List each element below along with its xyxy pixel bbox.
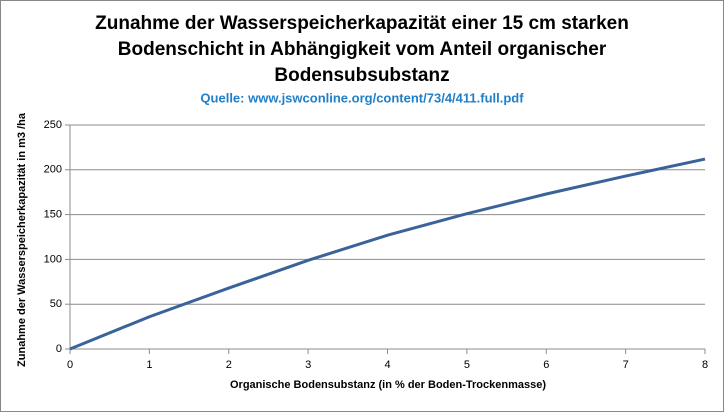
y-tick-label: 250: [44, 119, 62, 131]
x-tick-label: 1: [146, 359, 152, 371]
x-tick-label: 6: [543, 359, 549, 371]
x-tick-label: 0: [67, 359, 73, 371]
x-tick-label: 3: [305, 359, 311, 371]
data-line: [69, 157, 706, 351]
x-tick-label: 2: [226, 359, 232, 371]
chart-title-line: Bodensubsubstanz: [274, 65, 449, 86]
x-tick-label: 5: [464, 359, 470, 371]
chart-title-line: Bodenschicht in Abhängigkeit vom Anteil …: [118, 39, 607, 60]
x-tick-label: 4: [384, 359, 390, 371]
x-tick-label: 7: [623, 359, 629, 371]
x-axis-label: Organische Bodensubstanz (in % der Boden…: [230, 379, 546, 391]
x-tick-label: 8: [702, 359, 708, 371]
chart-title-line: Zunahme der Wasserspeicherkapazität eine…: [95, 13, 629, 34]
y-tick-label: 100: [44, 253, 62, 265]
chart-subtitle: Quelle: www.jswconline.org/content/73/4/…: [200, 90, 524, 105]
y-tick-label: 200: [44, 164, 62, 176]
y-tick-label: 150: [44, 209, 62, 221]
y-axis-label: Zunahme der Wasserspeicherkapazität in m…: [16, 112, 28, 367]
y-tick-label: 50: [50, 298, 62, 310]
y-tick-label: 0: [56, 343, 62, 355]
